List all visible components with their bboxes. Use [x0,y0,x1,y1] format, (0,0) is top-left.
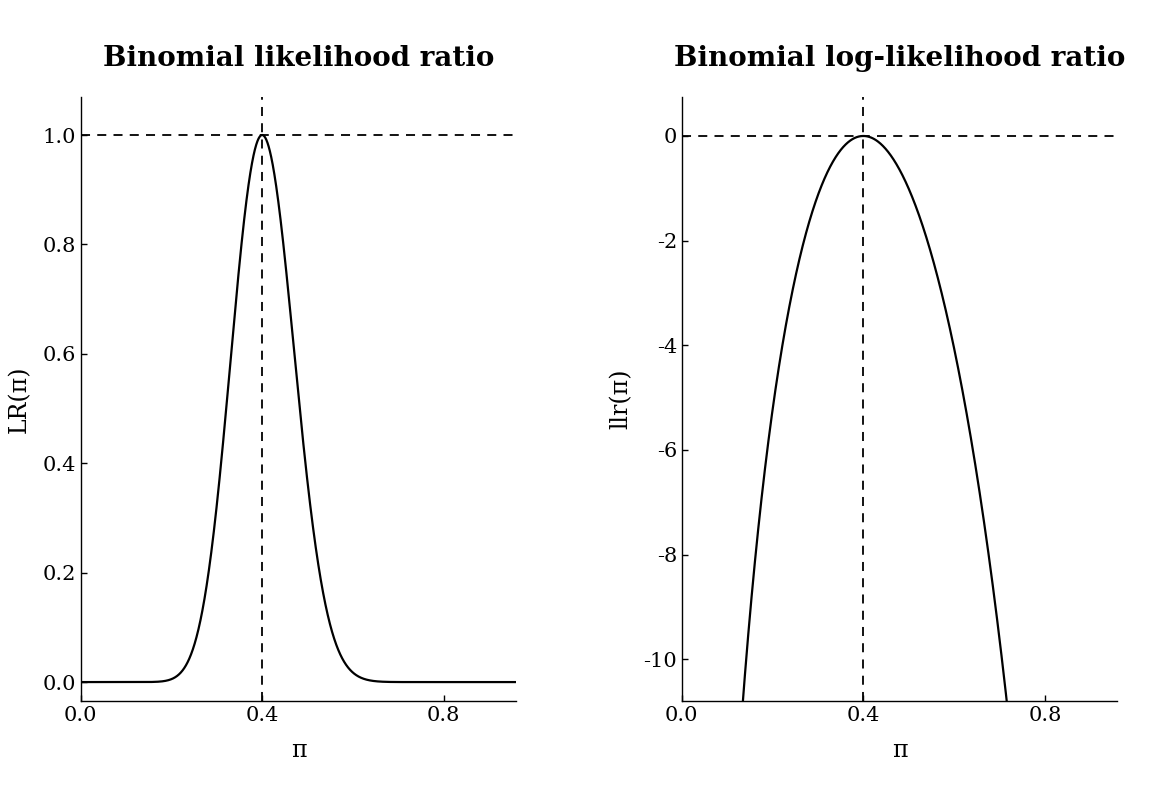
Y-axis label: llr(π): llr(π) [609,368,632,430]
X-axis label: π: π [290,739,306,762]
X-axis label: π: π [892,739,908,762]
Title: Binomial likelihood ratio: Binomial likelihood ratio [103,45,494,73]
Y-axis label: LR(π): LR(π) [8,365,31,433]
Title: Binomial log-likelihood ratio: Binomial log-likelihood ratio [674,45,1126,73]
